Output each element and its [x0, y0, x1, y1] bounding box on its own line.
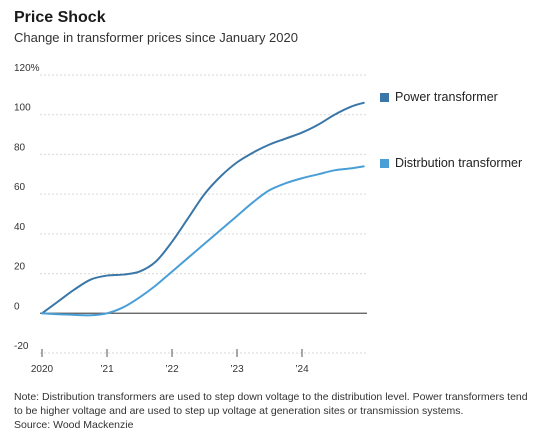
chart-subtitle: Change in transformer prices since Janua… — [14, 30, 298, 45]
y-tick-label: 60 — [14, 182, 26, 193]
y-tick-label: -20 — [14, 341, 29, 352]
series-line-power — [41, 101, 365, 315]
legend-swatch-power — [380, 92, 389, 102]
chart-legend: Power transformer Distrbution transforme… — [380, 89, 538, 221]
x-tick-label: 2020 — [31, 364, 54, 375]
x-tick-label: ’24 — [295, 364, 309, 375]
series-line-distribution — [41, 165, 365, 317]
chart-footnote: Note: Distribution transformers are used… — [14, 391, 528, 417]
y-tick-label: 80 — [14, 142, 26, 153]
chart-title: Price Shock — [14, 9, 106, 26]
legend-label-distribution: Distrbution transformer — [395, 156, 523, 170]
y-tick-label: 0 — [14, 301, 20, 312]
y-tick-label: 20 — [14, 262, 26, 273]
x-tick-label: ’22 — [165, 364, 179, 375]
chart-source: Source: Wood Mackenzie — [14, 419, 134, 431]
y-tick-label: 100 — [14, 103, 31, 114]
legend-item-distribution: Distrbution transformer — [380, 155, 538, 171]
y-tick-label: 40 — [14, 222, 26, 233]
x-tick-label: ’21 — [100, 364, 114, 375]
y-tick-label: 120% — [14, 63, 40, 74]
legend-label-power: Power transformer — [395, 90, 498, 104]
legend-item-power: Power transformer — [380, 89, 538, 105]
legend-swatch-distribution — [380, 158, 389, 168]
line-chart: -20 0 20 40 60 80 100 120% 2020 ’21 ’22 ’23 ’24 — [14, 63, 367, 375]
x-tick-label: ’23 — [230, 364, 244, 375]
